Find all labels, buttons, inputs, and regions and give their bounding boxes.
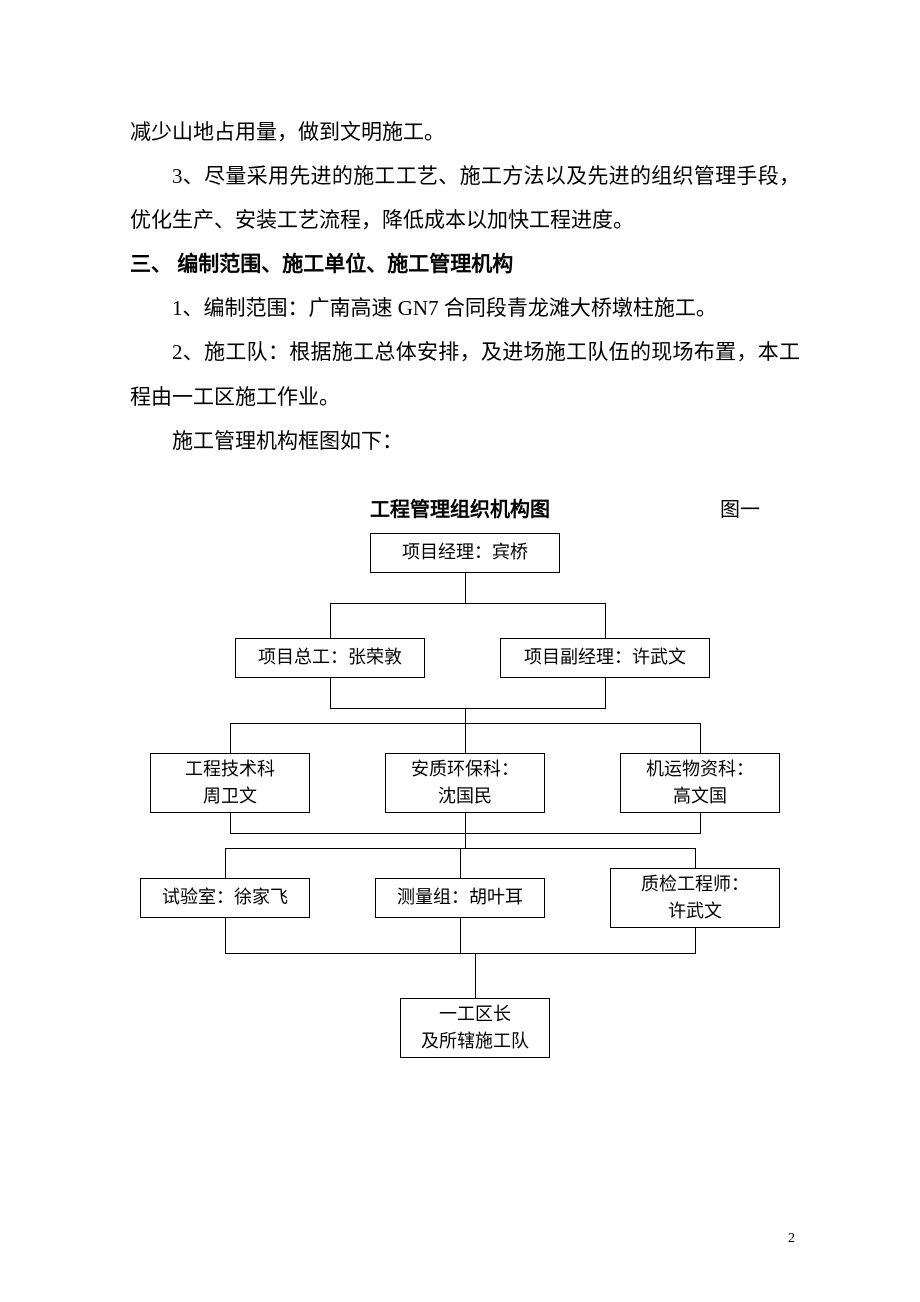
org-connector — [330, 708, 606, 709]
paragraph: 减少山地占用量，做到文明施工。 — [130, 110, 800, 154]
paragraph: 3、尽量采用先进的施工工艺、施工方法以及先进的组织管理手段，优化生产、安装工艺流… — [130, 154, 800, 242]
org-node: 一工区长 及所辖施工队 — [400, 998, 550, 1058]
document-page: 减少山地占用量，做到文明施工。 3、尽量采用先进的施工工艺、施工方法以及先进的组… — [0, 0, 920, 1173]
org-connector — [605, 603, 606, 638]
org-connector — [460, 918, 461, 953]
org-connector — [330, 678, 331, 708]
paragraph: 施工管理机构框图如下： — [130, 419, 800, 463]
org-connector — [465, 813, 466, 833]
org-connector — [225, 953, 696, 954]
paragraph: 1、编制范围：广南高速 GN7 合同段青龙滩大桥墩柱施工。 — [130, 286, 800, 330]
page-number: 2 — [788, 1231, 795, 1247]
paragraph: 2、施工队：根据施工总体安排，及进场施工队伍的现场布置，本工程由一工区施工作业。 — [130, 330, 800, 418]
org-node: 安质环保科： 沈国民 — [385, 753, 545, 813]
org-connector — [465, 708, 466, 723]
org-connector — [475, 953, 476, 998]
org-node: 测量组：胡叶耳 — [375, 878, 545, 918]
org-connector — [695, 928, 696, 953]
org-node: 项目副经理：许武文 — [500, 638, 710, 678]
org-connector — [230, 723, 231, 753]
org-connector — [465, 723, 466, 753]
org-connector — [330, 603, 331, 638]
org-connector — [460, 848, 461, 878]
org-connector — [230, 813, 231, 833]
org-node: 机运物资科： 高文国 — [620, 753, 780, 813]
chart-title: 工程管理组织机构图 — [370, 493, 550, 522]
org-node: 试验室：徐家飞 — [140, 878, 310, 918]
org-node: 质检工程师： 许武文 — [610, 868, 780, 928]
org-connector — [700, 813, 701, 833]
org-connector — [330, 603, 605, 604]
org-connector — [700, 723, 701, 753]
org-node: 项目经理：宾桥 — [370, 533, 560, 573]
org-node: 工程技术科 周卫文 — [150, 753, 310, 813]
org-connector — [695, 848, 696, 868]
chart-figure-label: 图一 — [720, 493, 760, 522]
org-connector — [465, 833, 466, 848]
org-connector — [465, 573, 466, 603]
org-node: 项目总工：张荣敦 — [235, 638, 425, 678]
section-heading: 三、 编制范围、施工单位、施工管理机构 — [130, 242, 800, 286]
org-connector — [225, 918, 226, 953]
org-connector — [605, 678, 606, 708]
org-chart: 工程管理组织机构图 图一 项目经理：宾桥项目总工：张荣敦 项目副经理：许武文工程技… — [120, 493, 800, 1113]
org-connector — [225, 848, 226, 878]
